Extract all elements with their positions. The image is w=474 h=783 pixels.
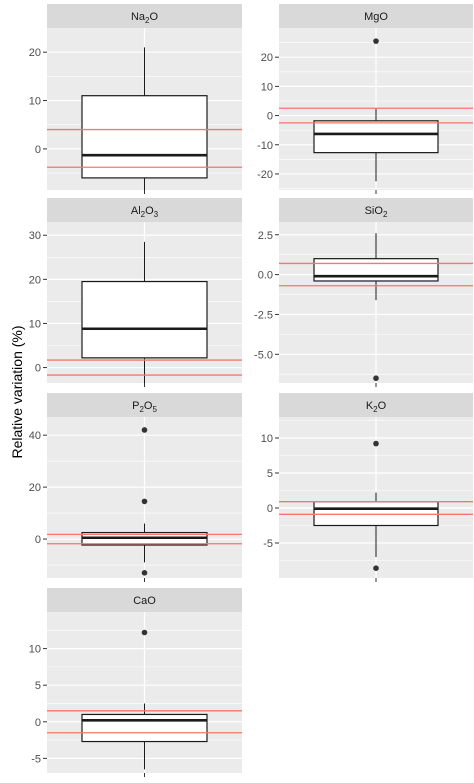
y-tick-label: 20 (29, 47, 41, 59)
facet-strip (279, 4, 473, 28)
y-tick-label: -5 (31, 753, 41, 765)
y-tick-label: 0 (267, 111, 273, 123)
outlier-point (373, 375, 379, 382)
facet-strip (47, 198, 242, 222)
facet-strip (47, 393, 242, 417)
facet-strip (279, 198, 473, 222)
facet-strip-label: P2O5 (132, 400, 157, 414)
facet-strip-label: Al2O3 (131, 205, 159, 219)
y-tick-label: 10 (29, 96, 41, 108)
y-tick-label: 20 (29, 274, 41, 286)
box-iqr (81, 713, 208, 743)
outlier-point (373, 440, 379, 447)
outlier-point (141, 427, 148, 433)
outlier-point (141, 570, 148, 576)
outlier-point (373, 565, 379, 571)
y-tick-label: 30 (29, 230, 41, 242)
facet-strip-label: SiO2 (365, 205, 388, 219)
facet-strip-label: Na2O (131, 11, 159, 25)
box-iqr (313, 120, 439, 154)
y-tick-label: 0 (267, 503, 273, 515)
y-tick-label: -5.0 (254, 349, 273, 361)
y-tick-label: -10 (257, 140, 273, 152)
facet-panel: Al2O3 0 10 20 30 (29, 198, 242, 387)
facet-strip (279, 393, 473, 417)
y-tick-label: 2.5 (258, 230, 273, 242)
y-tick-label: 5 (35, 680, 41, 692)
facet-panel: CaO -5 0 5 10 (29, 588, 242, 777)
y-tick-label: 10 (29, 644, 41, 656)
box-iqr (81, 95, 208, 179)
facet-strip-label: MgO (364, 11, 388, 23)
facet-strip (47, 4, 242, 28)
y-tick-label: 20 (261, 52, 273, 64)
facet-strip-label: K2O (366, 400, 387, 414)
y-tick-label: 0 (35, 717, 41, 729)
facet-strip (47, 588, 242, 612)
y-tick-label: 0 (35, 144, 41, 156)
box-iqr (313, 501, 439, 527)
y-tick-label: 0.0 (258, 270, 273, 282)
box-iqr (81, 280, 208, 359)
y-tick-label: 40 (29, 430, 41, 442)
facet-strip-label: CaO (133, 595, 156, 607)
facet-panel: SiO2 -5.0 -2.5 0.0 2.5 (254, 198, 473, 387)
y-tick-label: 10 (261, 81, 273, 93)
box-iqr (313, 258, 439, 282)
outlier-point (141, 498, 148, 505)
y-tick-label: 20 (29, 482, 41, 494)
facet-panel: Na2O 0 10 20 (29, 4, 242, 194)
y-tick-label: 0 (35, 534, 41, 546)
y-tick-label: 5 (267, 468, 273, 480)
y-tick-label: -5 (263, 538, 273, 550)
facet-panel: MgO -20 -10 0 10 20 (257, 4, 473, 194)
facet-panel: P2O5 0 20 40 (29, 393, 242, 582)
y-tick-label: 0 (35, 363, 41, 375)
facet-panel: K2O -5 0 5 10 (261, 393, 473, 582)
y-tick-label: 10 (261, 433, 273, 445)
outlier-point (141, 629, 148, 636)
y-tick-label: -2.5 (254, 309, 273, 321)
y-tick-label: 10 (29, 318, 41, 330)
outlier-point (373, 38, 379, 44)
y-tick-label: -20 (257, 169, 273, 181)
y-axis-title: Relative variation (%) (9, 325, 25, 458)
